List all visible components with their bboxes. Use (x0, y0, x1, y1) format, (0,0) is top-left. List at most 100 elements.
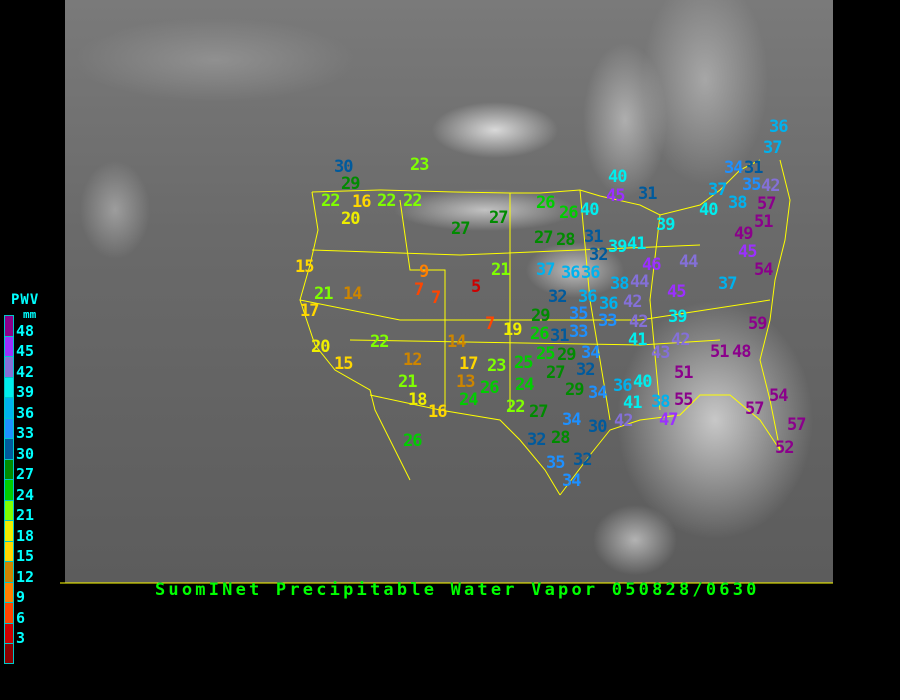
station-pwv-value: 24 (515, 375, 535, 395)
station-pwv-value: 19 (503, 320, 523, 340)
legend-label: 36 (16, 403, 35, 422)
station-pwv-value: 41 (628, 330, 648, 350)
station-pwv-value: 46 (642, 255, 662, 275)
legend-swatch (4, 397, 14, 418)
station-pwv-value: 36 (561, 263, 581, 283)
state-line (299, 299, 771, 321)
station-pwv-value: 31 (744, 158, 764, 178)
state-line (649, 214, 661, 411)
station-pwv-value: 17 (459, 354, 479, 374)
station-pwv-value: 39 (608, 237, 628, 257)
station-pwv-value: 14 (447, 332, 467, 352)
station-pwv-value: 24 (459, 390, 479, 410)
station-pwv-value: 45 (667, 282, 687, 302)
station-pwv-value: 35 (742, 175, 762, 195)
legend-label: 45 (16, 342, 35, 360)
station-pwv-value: 37 (763, 138, 783, 158)
state-line (579, 189, 611, 421)
us-canada-border (311, 159, 761, 216)
station-pwv-value: 33 (598, 311, 618, 331)
legend-label: 12 (16, 567, 35, 586)
station-pwv-value: 44 (679, 252, 699, 272)
station-pwv-value: 32 (589, 245, 609, 265)
station-pwv-value: 20 (311, 337, 331, 357)
legend-label: 15 (16, 547, 35, 565)
station-pwv-value: 45 (738, 242, 758, 262)
station-pwv-value: 27 (529, 402, 549, 422)
legend-label: 42 (16, 362, 35, 381)
station-pwv-value: 34 (562, 410, 582, 430)
legend-swatch (4, 622, 14, 643)
station-pwv-value: 40 (633, 372, 653, 392)
legend-label: 48 (16, 321, 35, 340)
legend-swatch (4, 438, 14, 459)
station-pwv-value: 27 (451, 219, 471, 239)
station-pwv-value: 13 (456, 372, 476, 392)
station-pwv-value: 51 (754, 212, 774, 232)
station-pwv-value: 55 (674, 390, 694, 410)
station-pwv-value: 29 (341, 174, 361, 194)
station-pwv-value: 26 (536, 193, 556, 213)
station-pwv-value: 31 (550, 326, 570, 346)
legend-swatch (4, 499, 14, 520)
legend-swatch (4, 561, 14, 582)
station-pwv-value: 21 (398, 372, 418, 392)
station-pwv-value: 38 (651, 392, 671, 412)
station-pwv-value: 35 (569, 304, 589, 324)
station-pwv-value: 57 (745, 399, 765, 419)
station-pwv-value: 14 (343, 284, 363, 304)
station-pwv-value: 17 (300, 301, 320, 321)
station-pwv-value: 32 (527, 430, 547, 450)
station-pwv-value: 29 (531, 306, 551, 326)
station-pwv-value: 34 (581, 343, 601, 363)
station-pwv-value: 26 (559, 203, 579, 223)
legend-label: 33 (16, 424, 35, 442)
station-pwv-value: 28 (556, 230, 576, 250)
station-pwv-value: 41 (623, 393, 643, 413)
map-title: SuomINet Precipitable Water Vapor 050828… (155, 580, 760, 600)
gulf-coast (559, 394, 781, 496)
station-pwv-value: 32 (576, 360, 596, 380)
station-pwv-value: 37 (708, 180, 728, 200)
station-pwv-value: 31 (638, 184, 658, 204)
station-pwv-value: 21 (314, 284, 334, 304)
station-pwv-value: 25 (536, 344, 556, 364)
station-pwv-value: 31 (584, 227, 604, 247)
legend-label: 27 (16, 465, 35, 483)
station-pwv-value: 35 (546, 453, 566, 473)
state-line (349, 339, 721, 346)
station-pwv-value: 42 (623, 292, 643, 312)
station-pwv-value: 29 (565, 380, 585, 400)
station-pwv-value: 23 (487, 356, 507, 376)
station-pwv-value: 22 (403, 191, 423, 211)
station-pwv-value: 36 (599, 294, 619, 314)
station-pwv-value: 51 (674, 363, 694, 383)
legend-swatch (4, 643, 14, 664)
station-pwv-value: 34 (724, 158, 744, 178)
station-pwv-value: 42 (629, 312, 649, 332)
station-pwv-value: 52 (775, 438, 795, 458)
legend-swatch (4, 602, 14, 623)
station-pwv-value: 42 (761, 176, 781, 196)
station-pwv-value: 57 (757, 194, 777, 214)
station-pwv-value: 22 (506, 397, 526, 417)
station-pwv-value: 26 (530, 324, 550, 344)
station-pwv-value: 36 (578, 287, 598, 307)
station-pwv-value: 34 (588, 383, 608, 403)
station-pwv-value: 38 (610, 274, 630, 294)
station-pwv-value: 42 (614, 411, 634, 431)
station-pwv-value: 36 (581, 263, 601, 283)
station-pwv-value: 49 (734, 224, 754, 244)
station-pwv-value: 37 (718, 274, 738, 294)
satellite-image (65, 0, 833, 583)
station-pwv-value: 15 (295, 257, 315, 277)
legend-label: 30 (16, 444, 35, 463)
station-pwv-value: 32 (573, 450, 593, 470)
station-pwv-value: 21 (491, 260, 511, 280)
station-pwv-value: 7 (414, 280, 424, 300)
station-pwv-value: 51 (710, 342, 730, 362)
station-pwv-value: 34 (562, 471, 582, 491)
station-pwv-value: 18 (408, 390, 428, 410)
